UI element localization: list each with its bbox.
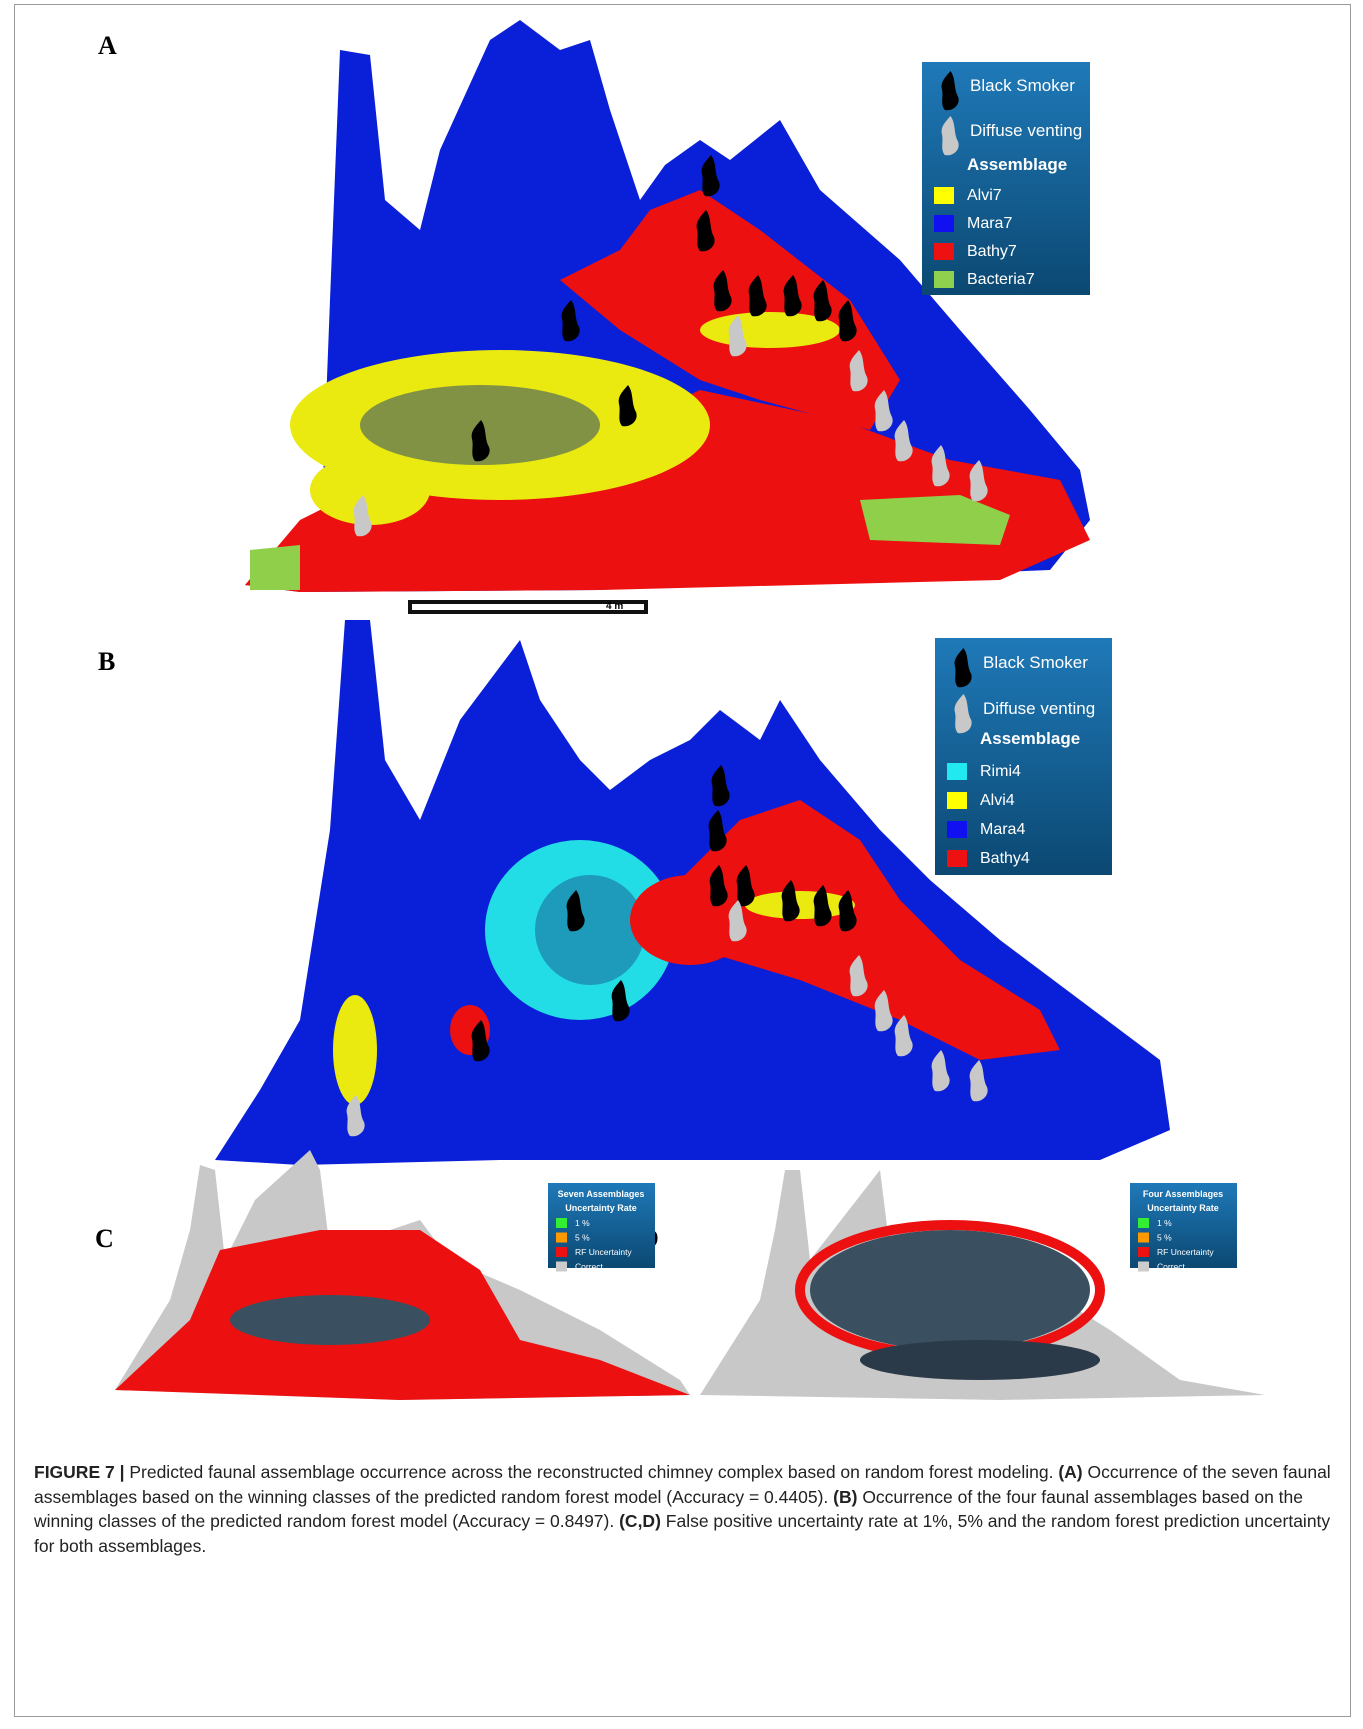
legend-label: Mara4 xyxy=(980,821,1025,838)
legend-label: RF Uncertainty xyxy=(575,1247,632,1257)
panel-label: A xyxy=(98,31,117,60)
legend-label: RF Uncertainty xyxy=(1157,1247,1214,1257)
legend-label: Bacteria7 xyxy=(967,271,1035,288)
legend-label: Bathy4 xyxy=(980,850,1030,867)
legend-label: Black Smoker xyxy=(983,653,1088,672)
scale-bar-label: 4 m xyxy=(606,601,623,612)
legend-label: Diffuse venting xyxy=(970,121,1082,140)
legend-heading: Assemblage xyxy=(967,155,1067,174)
legend-swatch xyxy=(934,215,954,232)
legend-swatch xyxy=(556,1218,567,1228)
legend-swatch xyxy=(934,187,954,204)
legend-label: 5 % xyxy=(1157,1233,1172,1243)
panel-label: B xyxy=(98,647,115,676)
legend-swatch xyxy=(556,1262,567,1272)
legend-label: Rimi4 xyxy=(980,763,1021,780)
legend-swatch xyxy=(1138,1218,1149,1228)
legend-swatch xyxy=(556,1233,567,1243)
caption-ref: (A) xyxy=(1058,1462,1082,1482)
caption-label: FIGURE 7 | xyxy=(34,1462,124,1482)
legend-label: Alvi4 xyxy=(980,792,1015,809)
legend-swatch xyxy=(1138,1233,1149,1243)
legend-label: 1 % xyxy=(1157,1218,1172,1228)
legend-swatch xyxy=(556,1247,567,1257)
legend-label: Diffuse venting xyxy=(983,699,1095,718)
legend-label: Correct xyxy=(575,1262,604,1272)
legend-swatch xyxy=(934,271,954,288)
caption-ref: (C,D) xyxy=(619,1511,661,1531)
legend-swatch xyxy=(1138,1262,1149,1272)
legend-swatch xyxy=(947,763,967,780)
caption-ref: (B) xyxy=(833,1487,857,1507)
legend-title: Four Assemblages xyxy=(1143,1189,1223,1199)
legend-label: Bathy7 xyxy=(967,243,1017,260)
legend-swatch xyxy=(947,850,967,867)
legend-swatch xyxy=(947,792,967,809)
legend-swatch xyxy=(934,243,954,260)
legend-heading: Assemblage xyxy=(980,729,1080,748)
legend-heading: Uncertainty Rate xyxy=(565,1203,637,1213)
legend-swatch xyxy=(947,821,967,838)
legend-label: Correct xyxy=(1157,1262,1186,1272)
caption-text: Predicted faunal assemblage occurrence a… xyxy=(129,1462,1053,1482)
legend-label: 1 % xyxy=(575,1218,590,1228)
legend-label: Mara7 xyxy=(967,215,1012,232)
page: 4 m A B C D Black SmokerDiffuse ventingA… xyxy=(0,0,1363,1729)
panel-label: C xyxy=(95,1224,114,1253)
legend-label: Black Smoker xyxy=(970,76,1075,95)
legend-title: Seven Assemblages xyxy=(558,1189,645,1199)
legend-swatch xyxy=(1138,1247,1149,1257)
legend-label: Alvi7 xyxy=(967,187,1002,204)
legend-heading: Uncertainty Rate xyxy=(1147,1203,1219,1213)
legend-label: 5 % xyxy=(575,1233,590,1243)
caption: FIGURE 7 | Predicted faunal assemblage o… xyxy=(34,1460,1334,1558)
